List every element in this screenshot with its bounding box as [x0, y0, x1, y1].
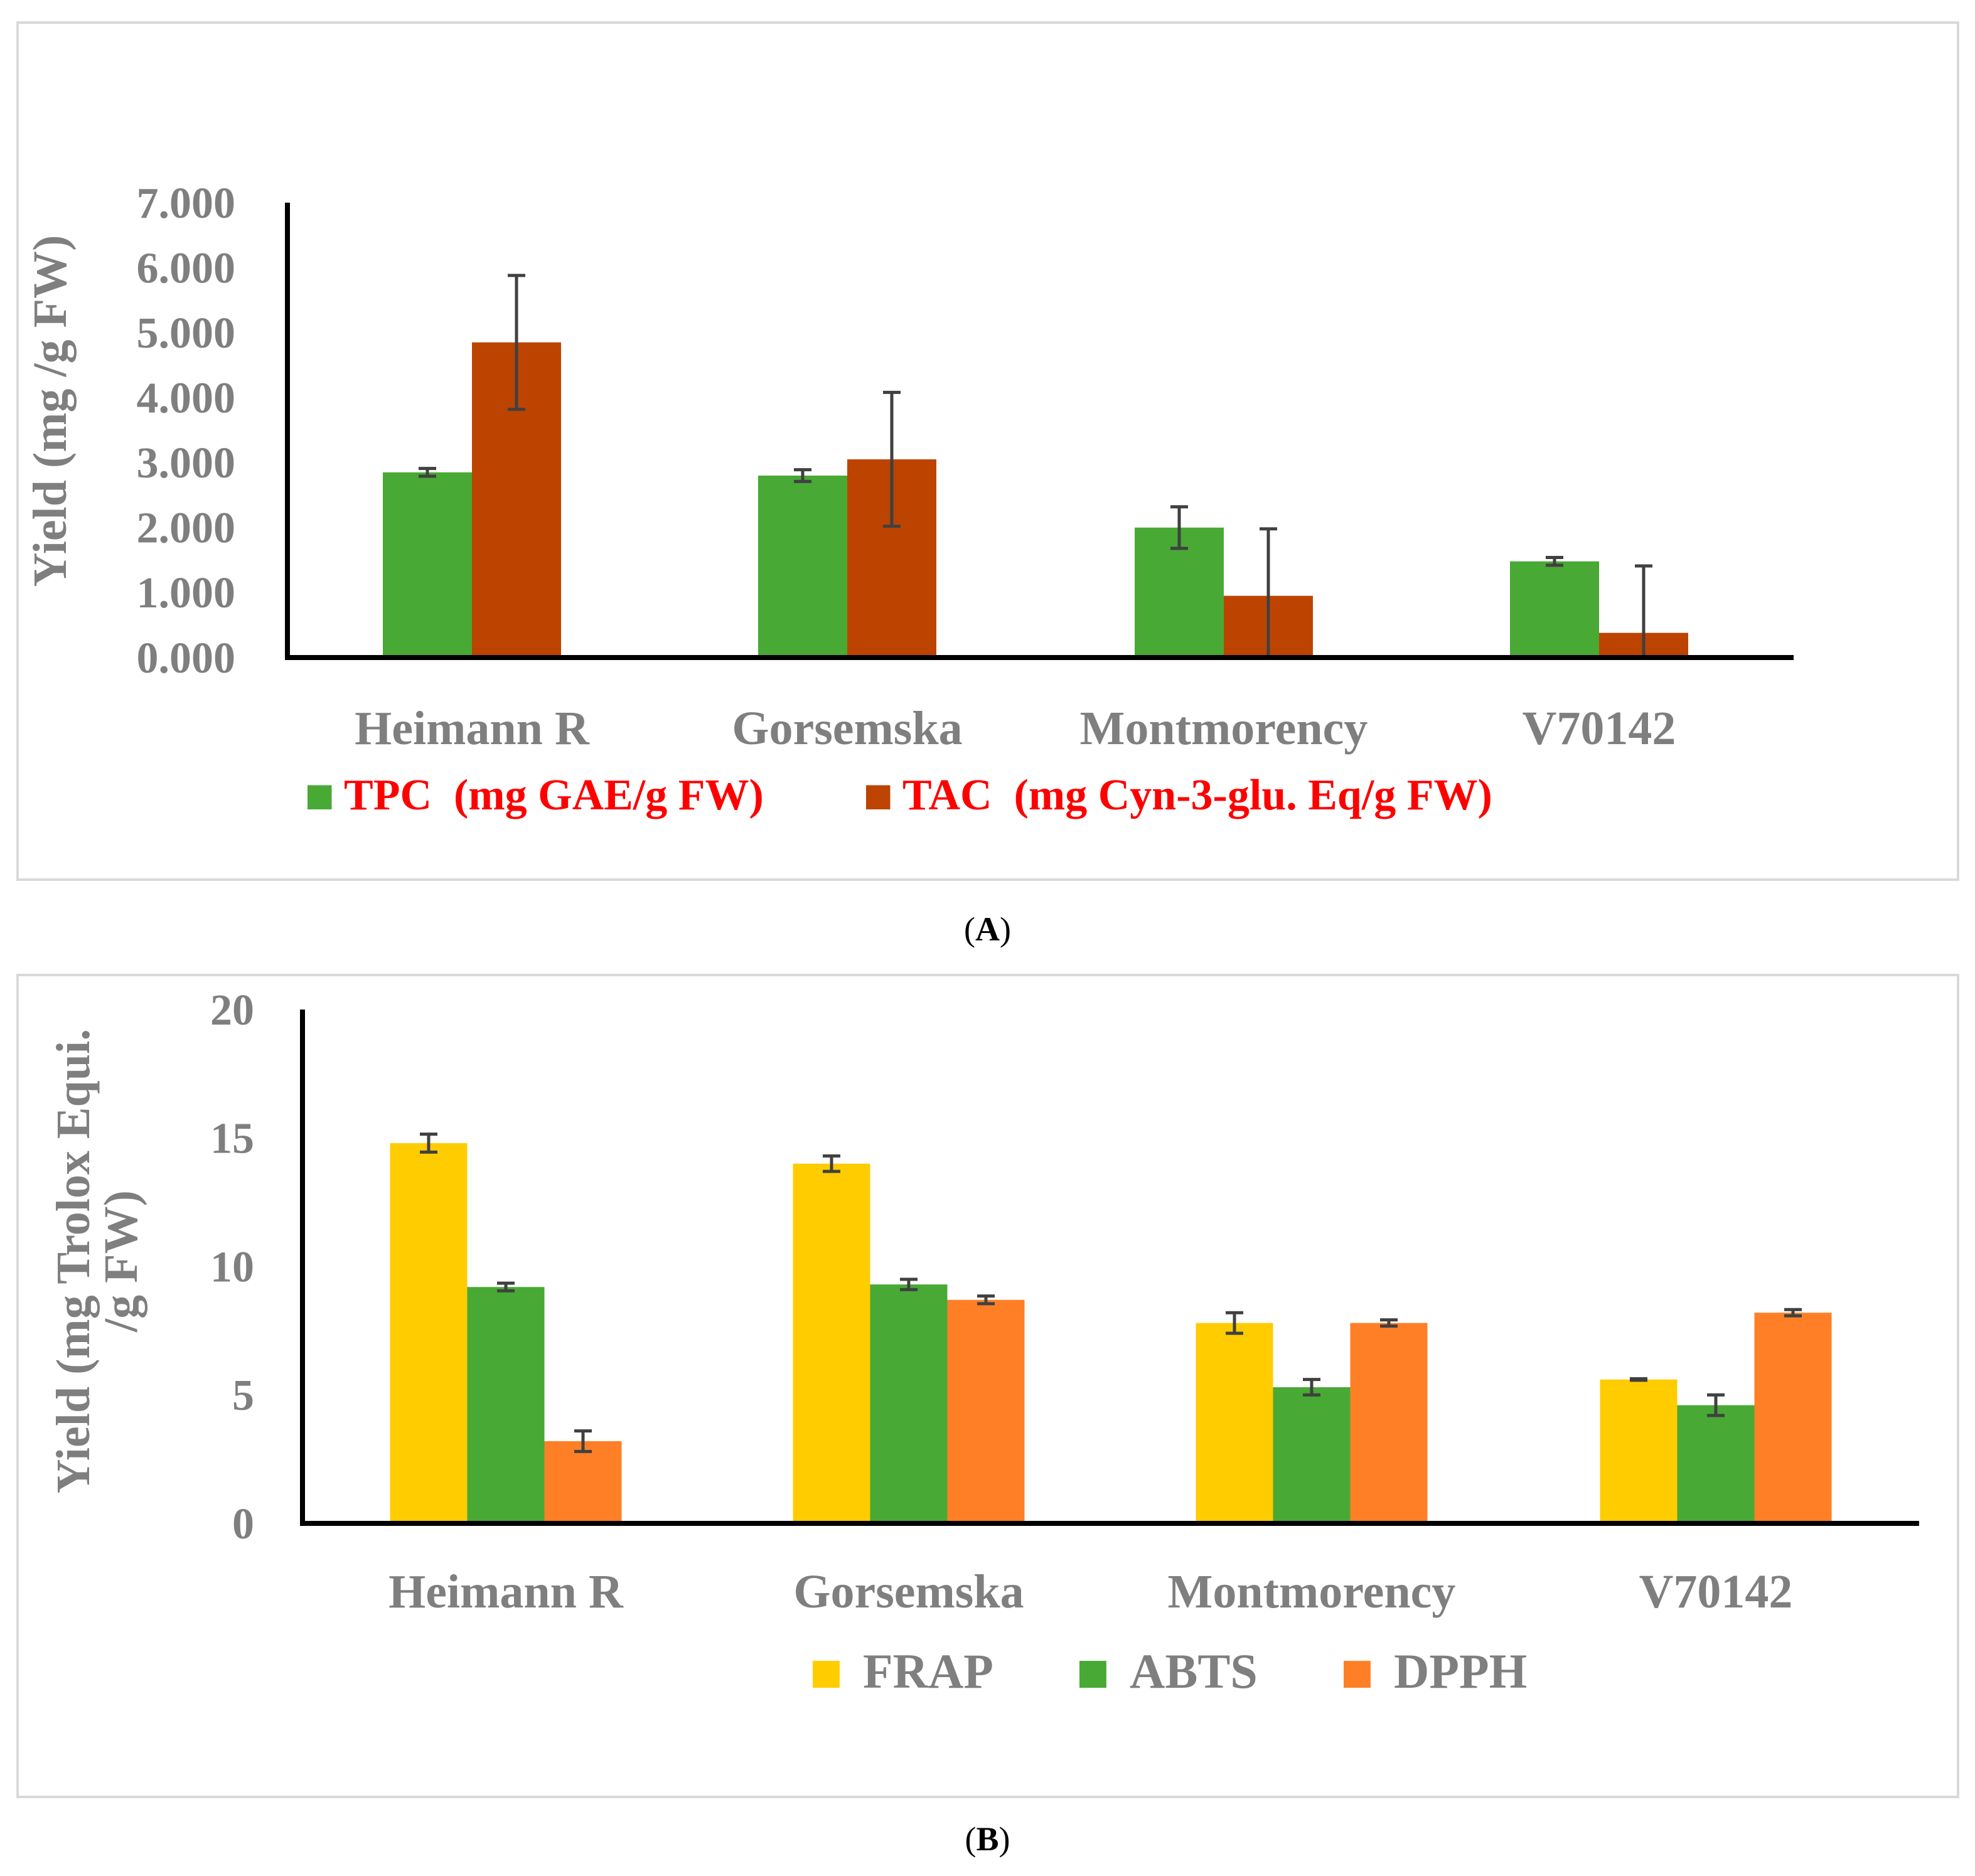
chart-a-y-axis-label: Yield (mg /g FW) [24, 235, 77, 587]
chart-a-bar [1510, 561, 1599, 658]
chart-b-bar [870, 1284, 948, 1523]
chart-b-legend-swatch [813, 1661, 840, 1688]
chart-b-y-axis-label: Yield (mg Trolox Equi. [47, 1029, 100, 1493]
chart-a-bar [758, 476, 847, 658]
chart-b-y-tick-label: 15 [210, 1115, 254, 1163]
chart-b-bar [467, 1287, 545, 1523]
chart-b-legend-label: FRAP [863, 1644, 993, 1698]
chart-b-bar [1273, 1387, 1351, 1523]
chart-b-bar [1677, 1405, 1755, 1523]
chart-b-y-tick-label: 20 [210, 986, 254, 1035]
chart-a-category-label: Heimann R [355, 702, 590, 755]
chart-b-bar [1196, 1323, 1273, 1523]
chart-b-category-label: Heimann R [388, 1565, 624, 1618]
chart-a-y-tick-label: 0.000 [137, 634, 236, 683]
chart-b-legend-label: DPPH [1394, 1644, 1527, 1698]
chart-b-bar [544, 1441, 622, 1523]
chart-b-legend-swatch [1079, 1661, 1106, 1688]
caption-a: (A) [964, 910, 1011, 948]
chart-b-legend-label: ABTS [1130, 1644, 1258, 1698]
chart-b-category-label: Gorsemska [793, 1565, 1024, 1618]
chart-b-bar [793, 1163, 870, 1523]
chart-b-y-tick-label: 0 [232, 1500, 254, 1548]
chart-b-category-label: V70142 [1639, 1565, 1793, 1618]
chart-b-bar [1600, 1379, 1678, 1523]
chart-b-category-label: Montmorency [1168, 1565, 1456, 1618]
caption-b: (B) [965, 1820, 1010, 1858]
chart-b-y-tick-label: 10 [210, 1243, 254, 1291]
chart-b-bar [947, 1299, 1025, 1523]
chart-a-legend-label: TPC (mg GAE/g FW) [344, 771, 764, 819]
chart-a-category-label: Montmorency [1080, 702, 1368, 755]
chart-a-y-tick-label: 4.000 [137, 375, 236, 423]
chart-a-legend-swatch [308, 785, 332, 809]
chart-b-y-axis-label: /g FW) [95, 1190, 147, 1333]
chart-a-legend-label: TAC (mg Cyn-3-glu. Eq/g FW) [902, 771, 1492, 819]
chart-a-y-tick-label: 5.000 [137, 309, 236, 358]
chart-panel-a [16, 21, 1959, 881]
chart-b-y-tick-label: 5 [232, 1372, 254, 1420]
chart-a-y-tick-label: 2.000 [137, 504, 236, 553]
chart-a-y-tick-label: 1.000 [137, 569, 236, 617]
chart-a-bar [383, 472, 472, 658]
chart-a-legend-swatch [866, 785, 891, 809]
chart-b-bar [1350, 1323, 1428, 1523]
chart-b-bar [390, 1143, 468, 1523]
chart-a-y-tick-label: 7.000 [137, 179, 236, 228]
chart-b-legend-swatch [1344, 1661, 1371, 1688]
chart-a-category-label: Gorsemska [732, 702, 962, 755]
chart-a-y-tick-label: 6.000 [137, 244, 236, 292]
chart-b-bar [1754, 1313, 1832, 1523]
chart-a-category-label: V70142 [1523, 702, 1676, 755]
chart-a-y-tick-label: 3.000 [137, 439, 236, 488]
